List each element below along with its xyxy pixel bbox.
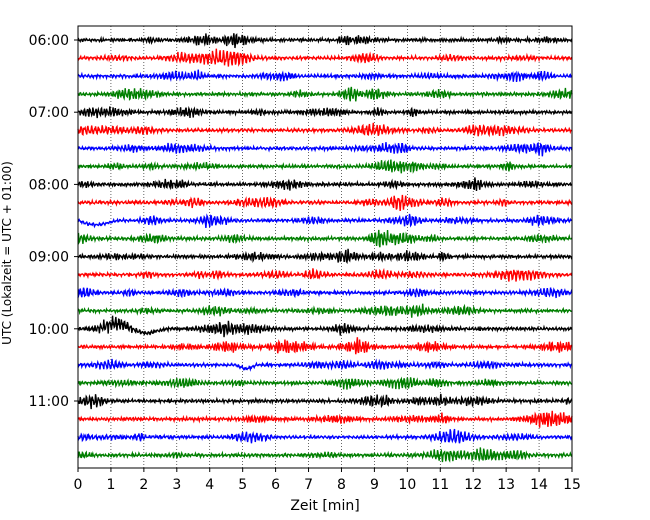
x-tick-label: 12	[464, 477, 482, 493]
y-tick-label: 09:00	[29, 250, 69, 266]
trace-0815	[77, 194, 573, 212]
trace-1045	[77, 376, 573, 390]
y-axis-label: UTC (Lokalzeit = UTC + 01:00)	[0, 161, 14, 345]
x-tick-label: 0	[74, 477, 83, 493]
trace-0645	[77, 86, 573, 102]
trace-0745	[77, 159, 573, 174]
trace-1145	[77, 447, 573, 463]
trace-0845	[77, 229, 573, 248]
trace-1100	[77, 393, 573, 410]
trace-1000	[77, 315, 573, 338]
y-tick-label: 06:00	[29, 33, 69, 49]
trace-1030	[77, 358, 573, 372]
x-tick-label: 2	[139, 477, 148, 493]
y-ticks: 06:00 07:00 08:00 09:00 10:00 11:00	[29, 33, 78, 410]
trace-0930	[77, 287, 573, 299]
trace-0900	[77, 248, 573, 265]
x-tick-label: 1	[106, 477, 115, 493]
y-tick-label: 10:00	[29, 322, 69, 338]
trace-1130	[77, 428, 573, 444]
trace-0615	[77, 48, 573, 67]
y-tick-label: 11:00	[29, 394, 69, 410]
x-tick-label: 15	[563, 477, 581, 493]
trace-0600	[77, 33, 573, 49]
plot-frame	[77, 25, 573, 469]
trace-0715	[77, 122, 573, 138]
trace-0915	[77, 267, 573, 282]
trace-0830	[77, 213, 573, 229]
trace-1015	[77, 337, 573, 355]
x-tick-label: 4	[205, 477, 214, 493]
x-tick-label: 14	[530, 477, 548, 493]
x-tick-label: 13	[497, 477, 515, 493]
x-axis-label: Zeit [min]	[290, 498, 359, 514]
x-tick-label: 11	[431, 477, 449, 493]
trace-1115	[77, 410, 573, 428]
x-tick-label: 9	[370, 477, 379, 493]
y-tick-label: 08:00	[29, 177, 69, 193]
x-tick-label: 5	[238, 477, 247, 493]
x-tick-label: 8	[337, 477, 346, 493]
trace-0700	[77, 105, 573, 119]
x-tick-label: 6	[271, 477, 280, 493]
trace-0800	[77, 177, 573, 192]
trace-0945	[77, 303, 573, 318]
x-tick-label: 3	[172, 477, 181, 493]
trace-0730	[77, 141, 573, 157]
x-ticks: 0 1 2 3 4 5 6 7 8 9 10 11 12 13 14 15	[74, 468, 581, 493]
trace-0630	[77, 69, 573, 83]
x-tick-label: 7	[304, 477, 313, 493]
traces	[77, 33, 573, 463]
y-tick-label: 07:00	[29, 105, 69, 121]
x-tick-label: 10	[398, 477, 416, 493]
